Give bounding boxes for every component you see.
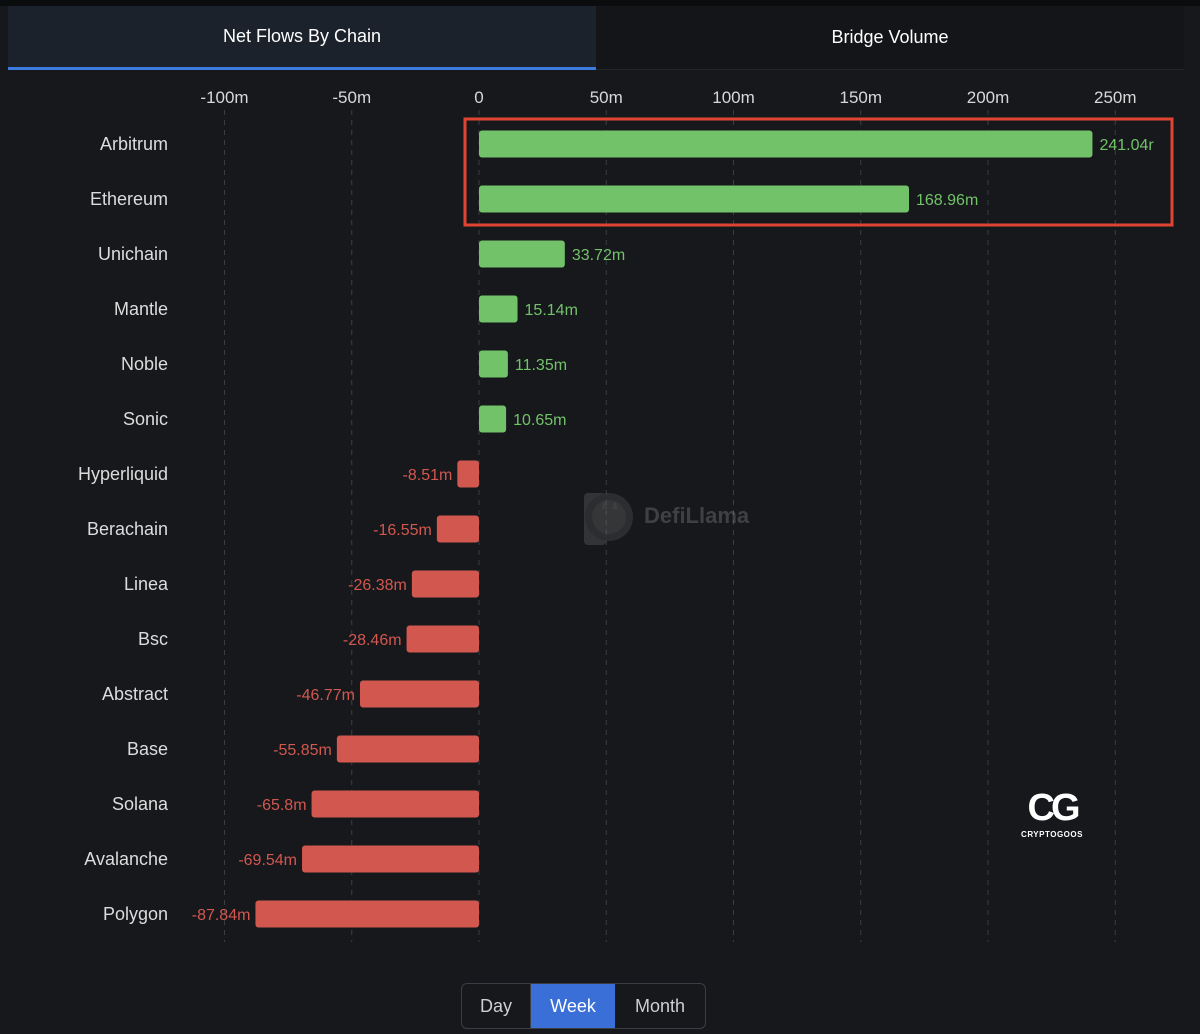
highlight-box <box>463 117 1174 227</box>
category-label: Sonic <box>123 409 168 429</box>
bar-bsc[interactable] <box>406 625 479 653</box>
value-label: -65.8m <box>257 797 307 814</box>
bar-noble[interactable] <box>479 350 508 378</box>
llama-icon <box>584 493 633 545</box>
value-label: -8.51m <box>403 467 453 484</box>
x-tick-label: 100m <box>712 88 755 107</box>
category-label: Avalanche <box>84 849 168 869</box>
bar-base[interactable] <box>336 735 479 763</box>
category-label: Hyperliquid <box>78 464 168 484</box>
period-month-button[interactable]: Month <box>634 995 686 1016</box>
period-selector: Day Week Month <box>461 983 706 1029</box>
category-label: Bsc <box>138 629 168 649</box>
value-label: -28.46m <box>343 632 402 649</box>
category-label: Base <box>127 739 168 759</box>
bar-mantle[interactable] <box>479 295 518 323</box>
category-label: Polygon <box>103 904 168 924</box>
x-tick-label: -50m <box>332 88 371 107</box>
x-tick-label: 250m <box>1094 88 1137 107</box>
value-label: 168.96m <box>916 192 978 209</box>
tab-net-flows[interactable]: Net Flows By Chain <box>8 6 596 70</box>
value-label: -26.38m <box>348 577 407 594</box>
defillama-watermark: DefiLlama <box>582 487 749 545</box>
chart-tabs: Net Flows By Chain Bridge Volume <box>8 6 1184 70</box>
value-label: 15.14m <box>525 302 578 319</box>
bar-ethereum[interactable] <box>479 185 910 213</box>
value-label: 33.72m <box>572 247 625 264</box>
category-label: Berachain <box>87 519 168 539</box>
value-label: 10.65m <box>513 412 566 429</box>
bar-avalanche[interactable] <box>302 845 479 873</box>
value-label: -69.54m <box>238 852 297 869</box>
category-label: Abstract <box>102 684 168 704</box>
period-day-button[interactable]: Day <box>462 984 531 1028</box>
bar-sonic[interactable] <box>479 405 507 433</box>
cryptogoos-logo: CG CRYPTOGOOS <box>1012 788 1092 839</box>
x-tick-label: 0 <box>474 88 483 107</box>
bar-abstract[interactable] <box>359 680 479 708</box>
value-label: -46.77m <box>296 687 355 704</box>
bar-polygon[interactable] <box>255 900 479 928</box>
category-label: Mantle <box>114 299 168 319</box>
cg-label: CRYPTOGOOS <box>1021 830 1083 839</box>
category-label: Linea <box>124 574 169 594</box>
value-label: -87.84m <box>192 907 251 924</box>
value-label: 241.04r <box>1099 137 1154 154</box>
category-label: Noble <box>121 354 168 374</box>
x-tick-label: 150m <box>839 88 882 107</box>
x-tick-label: 200m <box>967 88 1010 107</box>
value-label: -55.85m <box>273 742 332 759</box>
bar-linea[interactable] <box>411 570 479 598</box>
bar-arbitrum[interactable] <box>479 130 1093 158</box>
watermark-label: DefiLlama <box>644 503 750 528</box>
category-label: Ethereum <box>90 189 168 209</box>
category-label: Arbitrum <box>100 134 168 154</box>
bar-berachain[interactable] <box>436 515 479 543</box>
x-tick-label: -100m <box>200 88 248 107</box>
value-label: -16.55m <box>373 522 432 539</box>
top-strip <box>0 0 1200 6</box>
x-tick-label: 50m <box>590 88 623 107</box>
value-label: 11.35m <box>515 357 567 374</box>
category-label: Unichain <box>98 244 168 264</box>
net-flows-chart: -100m -50m 0 50m 100m 150m 200m 250m Arbitrum 241… <box>78 88 1174 942</box>
bar-solana[interactable] <box>311 790 479 818</box>
bar-hyperliquid[interactable] <box>457 460 479 488</box>
tab-bridge-volume[interactable]: Bridge Volume <box>596 6 1184 70</box>
period-week-button[interactable]: Week <box>531 984 615 1028</box>
cg-mark: CG <box>1027 787 1081 829</box>
category-label: Solana <box>112 794 169 814</box>
bar-unichain[interactable] <box>479 240 565 268</box>
